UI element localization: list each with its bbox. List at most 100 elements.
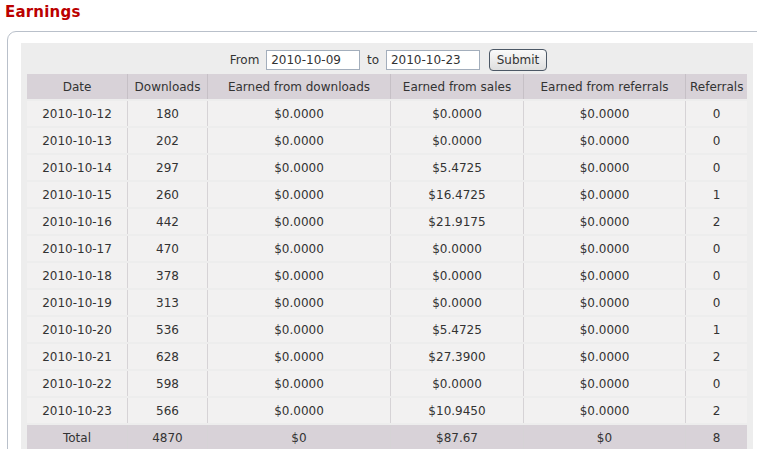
table-cell: $0.0000 [207,209,390,234]
table-cell: 536 [127,317,207,342]
total-cell: $0 [523,425,685,449]
table-cell: $0.0000 [207,236,390,261]
table-cell: 2010-10-15 [27,182,127,207]
table-cell: 0 [685,155,747,180]
table-row: 2010-10-14297$0.0000$5.4725$0.00000 [27,155,747,180]
table-cell: 0 [685,101,747,126]
date-range-form: From to Submit [21,43,753,70]
total-cell: Total [27,425,127,449]
table-cell: $0.0000 [523,290,685,315]
to-date-input[interactable] [386,50,480,70]
table-cell: 313 [127,290,207,315]
table-cell: $21.9175 [390,209,523,234]
table-cell: $0.0000 [523,317,685,342]
earnings-table: DateDownloadsEarned from downloadsEarned… [27,72,747,449]
table-row: 2010-10-19313$0.0000$0.0000$0.00000 [27,290,747,315]
column-header: Earned from downloads [207,74,390,99]
table-row: 2010-10-13202$0.0000$0.0000$0.00000 [27,128,747,153]
table-cell: 1 [685,317,747,342]
table-cell: 2010-10-23 [27,398,127,423]
column-header: Referrals [685,74,747,99]
table-cell: $10.9450 [390,398,523,423]
table-cell: 566 [127,398,207,423]
table-cell: $27.3900 [390,344,523,369]
table-cell: 2010-10-17 [27,236,127,261]
column-header: Earned from sales [390,74,523,99]
table-row: 2010-10-22598$0.0000$0.0000$0.00000 [27,371,747,396]
table-cell: 1 [685,182,747,207]
table-cell: $0.0000 [523,344,685,369]
table-cell: $0.0000 [207,371,390,396]
table-row: 2010-10-23566$0.0000$10.9450$0.00002 [27,398,747,423]
table-cell: 260 [127,182,207,207]
table-cell: 2 [685,344,747,369]
table-cell: $0.0000 [390,128,523,153]
table-cell: 202 [127,128,207,153]
table-cell: 470 [127,236,207,261]
table-cell: $0.0000 [207,155,390,180]
table-cell: 2010-10-18 [27,263,127,288]
column-header: Downloads [127,74,207,99]
table-row: 2010-10-21628$0.0000$27.3900$0.00002 [27,344,747,369]
earnings-box: From to Submit DateDownloadsEarned from … [21,43,753,449]
to-label: to [367,53,379,67]
table-cell: $0.0000 [523,209,685,234]
column-header: Earned from referrals [523,74,685,99]
table-cell: $0.0000 [207,182,390,207]
table-cell: 297 [127,155,207,180]
table-cell: 2010-10-22 [27,371,127,396]
table-cell: 2010-10-12 [27,101,127,126]
total-cell: $87.67 [390,425,523,449]
table-cell: $0.0000 [390,236,523,261]
table-body: 2010-10-12180$0.0000$0.0000$0.000002010-… [27,101,747,423]
table-cell: $0.0000 [523,236,685,261]
from-date-input[interactable] [266,50,360,70]
column-header: Date [27,74,127,99]
table-cell: 0 [685,128,747,153]
table-cell: 2 [685,398,747,423]
table-row: 2010-10-20536$0.0000$5.4725$0.00001 [27,317,747,342]
table-cell: $0.0000 [523,263,685,288]
table-cell: 0 [685,290,747,315]
total-cell: 4870 [127,425,207,449]
table-cell: $0.0000 [523,128,685,153]
table-cell: 0 [685,371,747,396]
table-row: 2010-10-12180$0.0000$0.0000$0.00000 [27,101,747,126]
table-cell: 2010-10-16 [27,209,127,234]
table-cell: 628 [127,344,207,369]
table-cell: 442 [127,209,207,234]
table-cell: $0.0000 [523,371,685,396]
table-cell: $0.0000 [207,290,390,315]
submit-button[interactable]: Submit [489,49,548,71]
table-cell: $0.0000 [207,101,390,126]
from-label: From [230,53,260,67]
table-cell: 2010-10-19 [27,290,127,315]
table-cell: $0.0000 [207,344,390,369]
table-cell: $0.0000 [207,398,390,423]
table-cell: $0.0000 [390,101,523,126]
table-cell: 2010-10-20 [27,317,127,342]
table-cell: $5.4725 [390,317,523,342]
table-row: 2010-10-17470$0.0000$0.0000$0.00000 [27,236,747,261]
table-cell: 378 [127,263,207,288]
table-cell: $0.0000 [207,263,390,288]
table-cell: $5.4725 [390,155,523,180]
table-cell: $0.0000 [523,101,685,126]
earnings-panel: From to Submit DateDownloadsEarned from … [7,31,757,449]
table-cell: $0.0000 [390,290,523,315]
table-cell: $0.0000 [523,398,685,423]
table-cell: 180 [127,101,207,126]
total-cell: $0 [207,425,390,449]
total-row: Total4870$0$87.67$08 [27,425,747,449]
table-cell: 2010-10-13 [27,128,127,153]
table-header-row: DateDownloadsEarned from downloadsEarned… [27,74,747,99]
table-cell: $0.0000 [523,182,685,207]
table-cell: $0.0000 [390,263,523,288]
table-cell: 0 [685,236,747,261]
table-cell: 0 [685,263,747,288]
table-cell: 2 [685,209,747,234]
table-row: 2010-10-15260$0.0000$16.4725$0.00001 [27,182,747,207]
page-title: Earnings [5,3,81,21]
table-cell: $0.0000 [523,155,685,180]
table-row: 2010-10-18378$0.0000$0.0000$0.00000 [27,263,747,288]
